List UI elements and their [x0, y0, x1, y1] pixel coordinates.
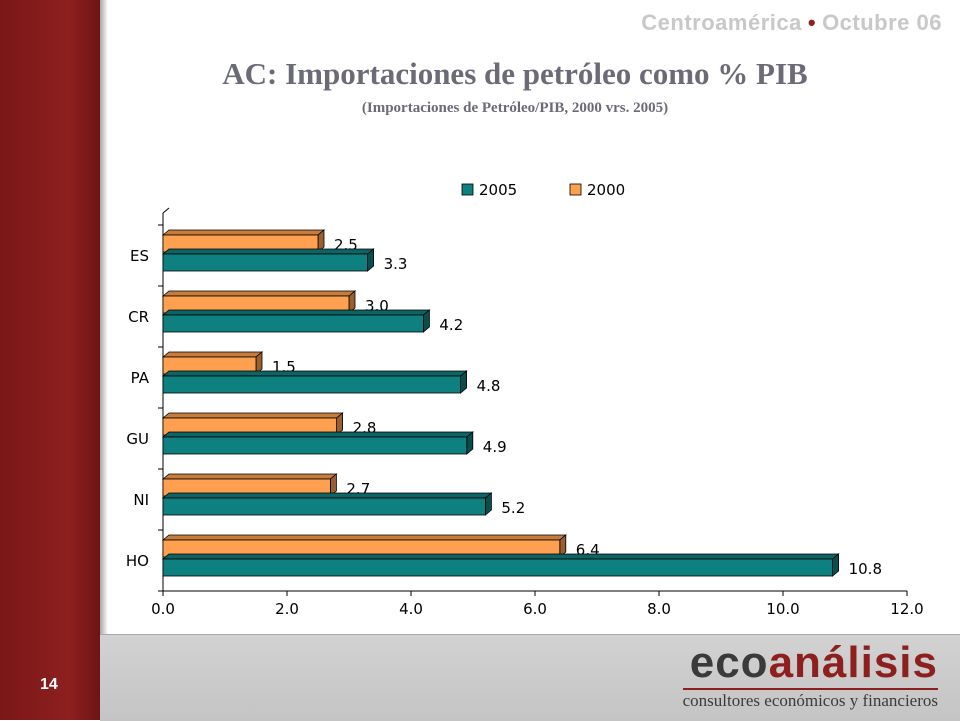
data-label-2005: 10.8	[849, 560, 882, 578]
logo-analisis: análisis	[768, 638, 938, 687]
sidebar-band	[0, 0, 100, 720]
header-bullet: •	[807, 10, 817, 35]
bar-top-2000	[161, 290, 357, 297]
bar-top-2005	[161, 309, 431, 316]
x-tick-label: 10.0	[766, 600, 799, 618]
data-label-2005: 3.3	[384, 255, 408, 273]
sidebar-shadow	[100, 0, 108, 720]
bar-top-2000	[161, 229, 326, 236]
x-tick-label: 6.0	[523, 600, 547, 618]
bar-top-2000	[161, 473, 338, 480]
bar-top-2005	[161, 248, 375, 255]
data-label-2005: 4.9	[483, 438, 507, 456]
category-label: PA	[131, 369, 150, 387]
category-label: CR	[128, 308, 149, 326]
bar-2005	[162, 436, 468, 455]
legend-swatch-2000	[569, 183, 582, 196]
bar-top-2005	[161, 553, 840, 560]
legend-label-2005: 2005	[479, 181, 517, 199]
category-label: NI	[133, 491, 149, 509]
x-tick-label: 2.0	[275, 600, 299, 618]
x-tick-label: 8.0	[647, 600, 671, 618]
data-label-2005: 4.8	[477, 377, 501, 395]
company-logo: ecoanálisis consultores económicos y fin…	[682, 640, 938, 711]
x-tick-label: 12.0	[890, 600, 923, 618]
category-label: ES	[130, 247, 149, 265]
logo-wordmark: ecoanálisis	[683, 640, 938, 686]
page-number: 14	[40, 676, 58, 693]
logo-eco: eco	[689, 638, 769, 687]
bar-2005	[162, 497, 486, 516]
bar-top-2005	[161, 431, 474, 438]
legend-swatch-2005	[461, 183, 474, 196]
bar-top-2005	[161, 492, 493, 499]
header-region: Centroamérica	[641, 10, 802, 35]
bar-2005	[162, 558, 833, 577]
data-label-2005: 4.2	[439, 316, 463, 334]
bar-top-2000	[161, 534, 567, 541]
category-label: GU	[126, 430, 149, 448]
legend-label-2000: 2000	[587, 181, 625, 199]
y-axis-depth-line	[162, 207, 170, 214]
data-label-2005: 5.2	[501, 499, 525, 517]
category-label: HO	[126, 552, 149, 570]
bar-2005	[162, 314, 424, 333]
bar-top-2000	[161, 351, 264, 358]
slide-subtitle: (Importaciones de Petróleo/PIB, 2000 vrs…	[361, 100, 669, 116]
bar-2005	[162, 375, 462, 394]
x-tick-label: 0.0	[151, 600, 175, 618]
bar-2005	[162, 253, 369, 272]
x-tick-label: 4.0	[399, 600, 423, 618]
footer-band	[100, 634, 960, 721]
bar-top-2000	[161, 412, 344, 419]
header-tag: Centroamérica • Octubre 06	[641, 10, 942, 36]
slide-title: AC: Importaciones de petróleo como % PIB	[222, 56, 808, 91]
bar-top-2005	[161, 370, 468, 377]
logo-tagline: consultores económicos y financieros	[682, 688, 938, 711]
header-date: Octubre 06	[822, 10, 942, 35]
